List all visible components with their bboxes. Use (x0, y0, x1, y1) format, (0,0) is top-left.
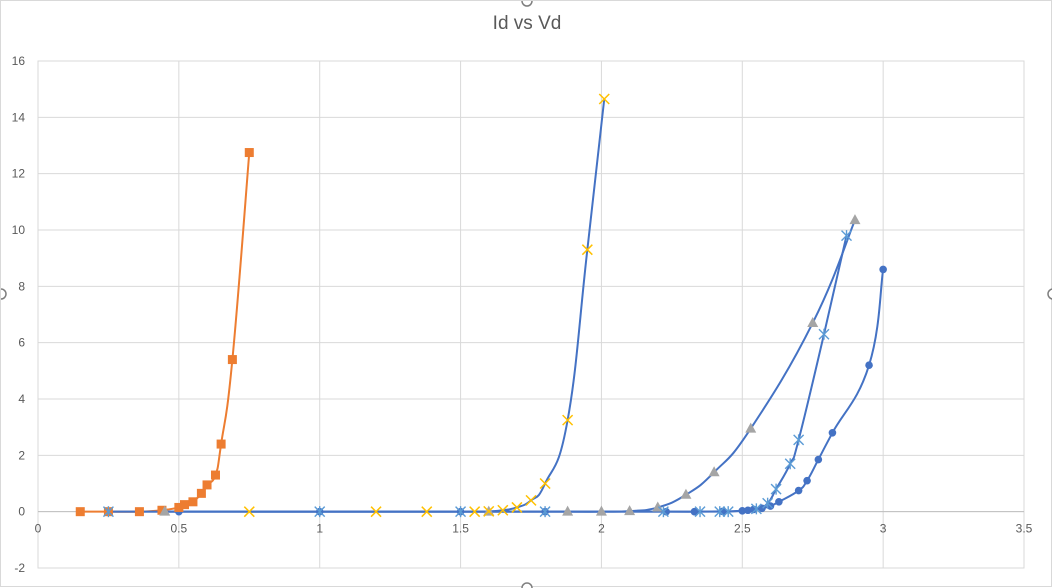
series-5-point (539, 506, 551, 518)
x-tick-label: 1.5 (452, 522, 469, 536)
series-5-point (762, 497, 774, 509)
series-5-point (722, 506, 734, 518)
gridlines (37, 60, 1025, 569)
x-tick-label: 1 (316, 522, 323, 536)
y-tick-label: 10 (12, 223, 26, 237)
series-5-point (694, 506, 706, 518)
series-5-point (455, 506, 467, 518)
series-1-point (865, 361, 873, 370)
series-5-line (108, 235, 848, 513)
series-1-point (744, 506, 752, 515)
series-markers (75, 93, 887, 518)
series-3-point (807, 316, 819, 327)
resize-handle[interactable] (521, 1, 533, 7)
series-1-point (814, 455, 823, 464)
series-5-point (841, 230, 853, 242)
series-4-point (469, 506, 481, 518)
y-tick-label: 14 (12, 110, 26, 124)
y-tick-label: 12 (12, 167, 26, 181)
resize-handle[interactable] (1, 288, 7, 300)
series-4-point (562, 414, 574, 426)
series-3-line (164, 219, 856, 513)
series-5-point (818, 328, 830, 340)
series-2-point (244, 148, 254, 158)
plot-area-border (37, 60, 1025, 569)
series-4-point (497, 504, 509, 516)
series-1-point (690, 507, 699, 516)
series-4-point (421, 506, 433, 518)
series-2-point (75, 507, 85, 517)
series-4-point (511, 501, 523, 513)
series-4-point (370, 506, 382, 518)
series-4-point (539, 477, 551, 490)
series-1-point (794, 486, 803, 495)
resize-handle[interactable] (521, 582, 533, 588)
series-4-point (243, 506, 255, 518)
x-tick-label: 2.5 (734, 522, 751, 536)
series-1-point (828, 429, 837, 437)
series-2-point (202, 480, 212, 490)
series-4-point (598, 93, 610, 105)
series-1-point (803, 476, 811, 485)
y-tick-label: 4 (18, 392, 25, 406)
series-3-point (680, 488, 692, 499)
series-2-point (134, 507, 144, 517)
series-2-point (216, 439, 226, 449)
series-5-point (793, 434, 805, 446)
series-1-point (879, 265, 887, 274)
y-tick-label: -2 (14, 561, 25, 575)
series-2-point (196, 488, 206, 498)
series-2-point (188, 497, 198, 507)
series-3-point (708, 466, 720, 477)
x-tick-label: 3.5 (1016, 522, 1033, 536)
series-5-point (714, 506, 726, 518)
series-5-point (314, 506, 326, 518)
series-lines (80, 98, 885, 513)
x-tick-label: 3 (880, 522, 887, 536)
series-2-point (157, 505, 167, 515)
series-1-point (775, 498, 783, 506)
series-3-point (595, 505, 607, 516)
series-4-point (483, 505, 495, 517)
x-tick-label: 0.5 (171, 522, 188, 536)
series-2-point (227, 355, 237, 365)
y-tick-label: 16 (12, 54, 26, 68)
series-3-point (624, 505, 636, 516)
y-tick-label: 2 (18, 448, 25, 462)
series-2-point (210, 470, 220, 480)
series-3-point (562, 505, 574, 516)
series-5-point (750, 503, 762, 515)
series-4-point (525, 494, 537, 506)
series-2-line (80, 152, 251, 513)
series-5-point (784, 458, 796, 470)
series-1-point (738, 507, 747, 515)
chart-title: Id vs Vd (492, 13, 562, 34)
y-tick-label: 6 (18, 336, 25, 350)
series-5-point (102, 506, 114, 518)
series-3-point (849, 214, 861, 225)
series-4-line (249, 98, 606, 513)
series-2-point (179, 500, 189, 510)
series-4-point (581, 244, 593, 256)
series-2-point (174, 502, 184, 512)
y-tick-label: 8 (18, 279, 25, 293)
x-tick-label: 0 (35, 522, 42, 536)
series-5-point (657, 506, 669, 518)
series-5-point (770, 483, 782, 495)
x-tick-label: 2 (598, 522, 605, 536)
resize-handle[interactable] (1047, 288, 1052, 300)
y-tick-label: 0 (18, 505, 25, 519)
series-3-point (745, 422, 757, 433)
series-1-line (108, 269, 885, 513)
axis-labels: 0 0.5 1 1.5 2 2.5 3 3.5 -2 0 2 4 6 8 10 12 14 16 (12, 54, 1033, 575)
series-3-point (159, 505, 171, 516)
